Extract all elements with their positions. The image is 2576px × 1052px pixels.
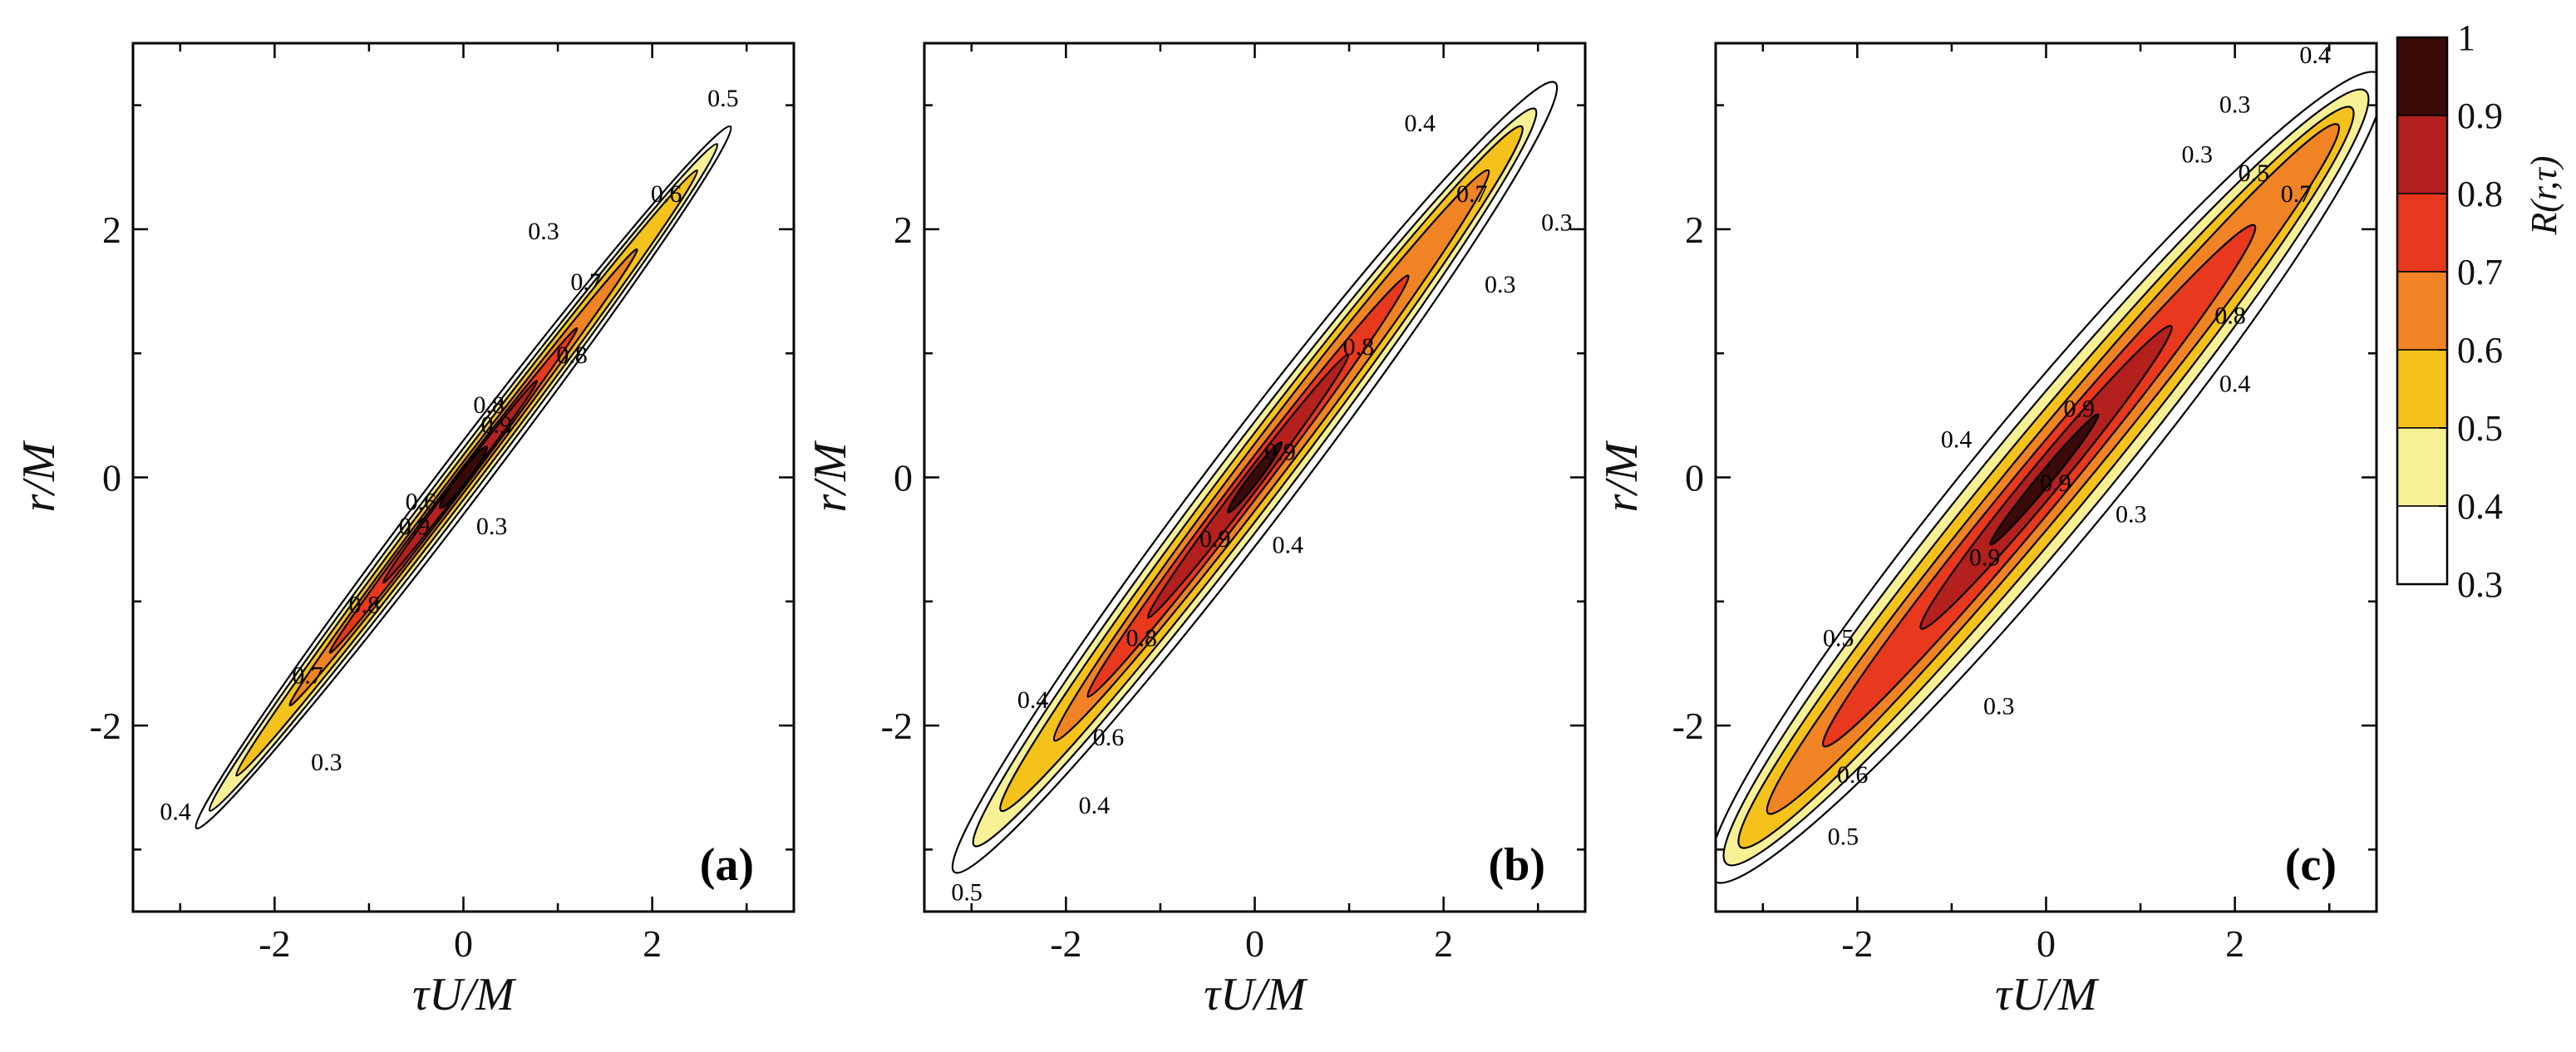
- x-tick-label: 2: [2225, 922, 2244, 965]
- contour-label: 0.4: [1079, 792, 1111, 819]
- colorbar-label: 0.7: [2457, 252, 2503, 292]
- contour-label: 0.4: [1941, 426, 1973, 454]
- y-tick-label: 0: [1685, 457, 1704, 499]
- colorbar-title: R(r,τ): [2524, 155, 2564, 235]
- x-tick-label: -2: [1841, 922, 1873, 965]
- colorbar-band: [2396, 37, 2448, 116]
- contour-label: 0.7: [2281, 180, 2312, 208]
- colorbar-band: [2396, 193, 2448, 273]
- colorbar-label: 0.8: [2457, 174, 2503, 214]
- contour-label: 0.4: [2299, 42, 2331, 69]
- y-tick-label: -2: [1672, 705, 1704, 747]
- contour-09-band: [1989, 413, 2100, 546]
- y-tick-label: 2: [102, 209, 121, 251]
- contour-09-band: [438, 445, 489, 509]
- y-axis-title: r/M: [1596, 440, 1648, 512]
- x-tick-label: 0: [1245, 922, 1264, 965]
- colorbar-label: 1: [2457, 17, 2475, 58]
- contour-label: 0.8: [349, 591, 381, 618]
- contour-label: 0.4: [1405, 110, 1436, 137]
- contour-label: 0.3: [528, 218, 559, 245]
- contour-label: 0.8: [556, 342, 588, 369]
- x-axis-title: τU/M: [1995, 969, 2100, 1020]
- panel-tag: (c): [2285, 839, 2337, 891]
- contour-label: 0.9: [1969, 544, 2001, 572]
- contour-label: 0.4: [2219, 371, 2251, 398]
- colorbar-frame: [2396, 36, 2449, 586]
- colorbar-label: 0.6: [2457, 330, 2503, 371]
- contour-label: 0.4: [160, 799, 191, 826]
- contour-label: 0.6: [406, 488, 437, 515]
- y-axis-title: r/M: [13, 440, 65, 512]
- colorbar-band: [2396, 349, 2448, 429]
- contour-label: 0.7: [570, 268, 602, 296]
- plot-area-0: 0.50.60.30.70.80.80.90.60.9 0.30.80.70.30…: [160, 85, 739, 830]
- contour-label: 0.5: [2239, 160, 2270, 187]
- y-tick-label: 2: [894, 209, 913, 251]
- contour-label: 0.8: [1343, 333, 1375, 361]
- contour-label: 0.3: [1485, 271, 1516, 298]
- contour-label: 0.3: [1983, 693, 2015, 720]
- contour-label: 0.3: [476, 513, 508, 540]
- colorbar-label: 0.3: [2457, 564, 2503, 605]
- contour-label: 0.3: [2181, 140, 2213, 168]
- x-tick-label: 0: [454, 922, 473, 965]
- contour-09-band: [1226, 441, 1283, 514]
- x-axis-title: τU/M: [412, 969, 517, 1020]
- contour-label: 0.9: [481, 411, 513, 439]
- colorbar-band: [2396, 427, 2448, 507]
- x-tick-label: -2: [259, 922, 290, 965]
- y-tick-label: -2: [90, 705, 121, 747]
- colorbar-band: [2396, 271, 2448, 351]
- y-axis-title: r/M: [805, 440, 856, 512]
- colorbar-band: [2396, 505, 2448, 585]
- contour-label: 0.7: [1456, 180, 1488, 208]
- colorbar-label: 0.4: [2457, 486, 2503, 527]
- contour-label: 0.9: [2040, 469, 2071, 497]
- contour-label: 0.8: [1125, 625, 1157, 652]
- contour-label: 0.8: [2214, 302, 2246, 329]
- x-tick-label: -2: [1050, 922, 1081, 965]
- contour-label: 0.3: [311, 749, 342, 776]
- contour-label: 0.9: [1199, 525, 1231, 553]
- contour-label: 0.3: [2219, 91, 2251, 119]
- y-tick-label: 0: [894, 457, 913, 499]
- contour-label: 0.9: [1264, 439, 1296, 466]
- contour-label: 0.3: [2115, 500, 2147, 528]
- contour-label: 0.3: [1541, 209, 1573, 236]
- contour-label: 0.5: [1823, 625, 1854, 652]
- contour-label: 0.5: [951, 879, 983, 907]
- x-axis-title: τU/M: [1204, 969, 1308, 1020]
- contour-label: 0.9: [399, 513, 431, 540]
- colorbar-band: [2396, 115, 2448, 194]
- contour-label: 0.4: [1273, 532, 1304, 559]
- colorbar-label: 0.9: [2457, 96, 2503, 136]
- colorbar-label: 0.5: [2457, 408, 2503, 449]
- contour-label: 0.6: [1837, 761, 1869, 789]
- x-tick-label: 2: [1434, 922, 1453, 965]
- y-tick-label: 2: [1685, 209, 1704, 251]
- contour-label: 0.8: [473, 391, 505, 419]
- contour-label: 0.4: [1017, 686, 1049, 714]
- contour-label: 0.5: [707, 85, 739, 112]
- panel-tag: (b): [1489, 839, 1545, 891]
- contour-label: 0.6: [651, 180, 682, 208]
- plot-area-2: 0.40.30.30.50.70.80.40.40.90.90.30.90.50…: [1716, 42, 2377, 884]
- contour-label: 0.5: [1828, 823, 1859, 850]
- plot-area-1: 0.4 0.7 0.3 0.3 0.8 0.9 0.9 0.4 0.8 0.4 0.6 0.4 0.5: [951, 81, 1573, 907]
- x-tick-label: 2: [643, 922, 662, 965]
- x-tick-label: 0: [2037, 922, 2056, 965]
- y-tick-label: 0: [102, 457, 121, 499]
- contour-label: 0.9: [2064, 395, 2096, 422]
- panel-tag: (a): [700, 839, 754, 891]
- contour-label: 0.6: [1093, 724, 1125, 751]
- y-tick-label: -2: [881, 705, 913, 747]
- contour-label: 0.7: [292, 661, 323, 689]
